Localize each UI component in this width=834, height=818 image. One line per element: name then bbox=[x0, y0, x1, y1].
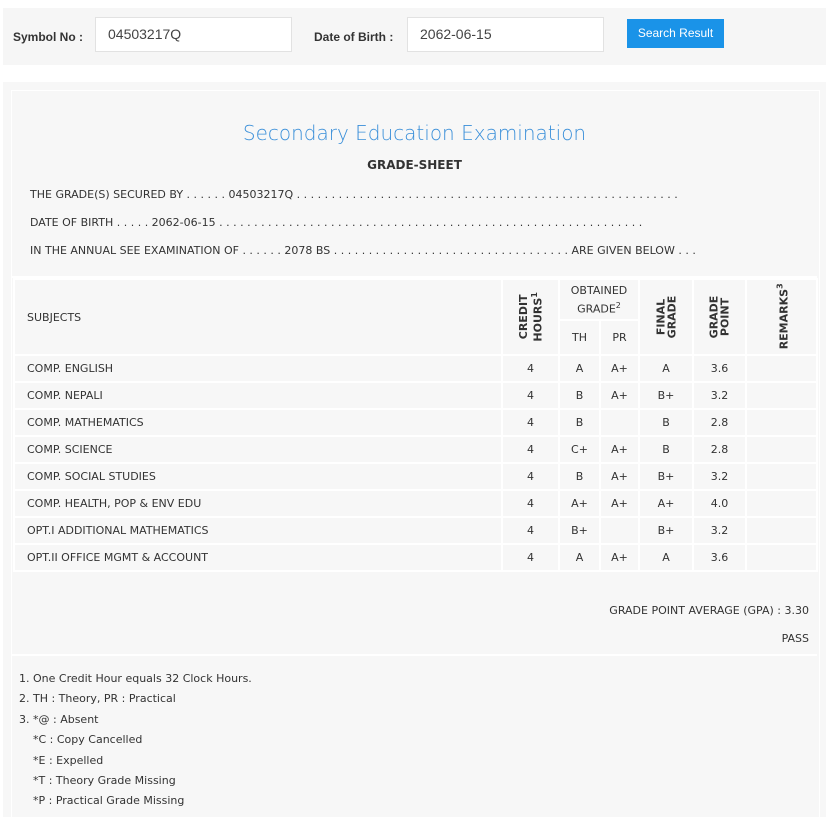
cell-remarks bbox=[745, 381, 818, 410]
footnote: *T : Theory Grade Missing bbox=[33, 774, 176, 788]
cell-gp: 3.2 bbox=[692, 381, 747, 410]
dob-line: DATE OF BIRTH . . . . . 2062-06-15 . . .… bbox=[30, 216, 643, 229]
cell-final: A bbox=[638, 543, 694, 572]
cell-pr: A+ bbox=[599, 543, 640, 572]
cell-gp: 3.6 bbox=[692, 354, 747, 383]
cell-pr: A+ bbox=[599, 489, 640, 518]
cell-subject: COMP. MATHEMATICS bbox=[13, 408, 503, 437]
table-row: COMP. SOCIAL STUDIES 4 B A+ B+ 3.2 bbox=[13, 462, 818, 491]
cell-gp: 3.2 bbox=[692, 516, 747, 545]
cell-pr bbox=[599, 408, 640, 437]
cell-credit: 4 bbox=[501, 489, 560, 518]
header-remarks: REMARKS3 bbox=[745, 278, 818, 356]
cell-th: C+ bbox=[558, 435, 601, 464]
cell-final: A+ bbox=[638, 489, 694, 518]
footnote: *C : Copy Cancelled bbox=[33, 733, 143, 747]
cell-subject: COMP. SCIENCE bbox=[13, 435, 503, 464]
cell-th: B bbox=[558, 462, 601, 491]
grades-table: SUBJECTS CREDIT HOURS1 OBTAINED GRADE2 FIN… bbox=[13, 277, 818, 572]
cell-gp: 4.0 bbox=[692, 489, 747, 518]
cell-credit: 4 bbox=[501, 354, 560, 383]
cell-credit: 4 bbox=[501, 543, 560, 572]
cell-subject: COMP. HEALTH, POP & ENV EDU bbox=[13, 489, 503, 518]
cell-final: B bbox=[638, 408, 694, 437]
exam-title: Secondary Education Examination bbox=[242, 121, 587, 145]
result-status: PASS bbox=[781, 632, 809, 645]
cell-final: B+ bbox=[638, 516, 694, 545]
cell-th: B bbox=[558, 408, 601, 437]
cell-remarks bbox=[745, 435, 818, 464]
cell-gp: 3.6 bbox=[692, 543, 747, 572]
cell-gp: 3.2 bbox=[692, 462, 747, 491]
footnote: 1. One Credit Hour equals 32 Clock Hours… bbox=[19, 672, 252, 685]
cell-credit: 4 bbox=[501, 381, 560, 410]
cell-remarks bbox=[745, 543, 818, 572]
table-row: COMP. MATHEMATICS 4 B B 2.8 bbox=[13, 408, 818, 437]
cell-final: B+ bbox=[638, 381, 694, 410]
cell-subject: COMP. ENGLISH bbox=[13, 354, 503, 383]
exam-line: IN THE ANNUAL SEE EXAMINATION OF . . . .… bbox=[30, 244, 696, 257]
header-credit-hours: CREDIT HOURS1 bbox=[501, 278, 560, 356]
table-row: COMP. NEPALI 4 B A+ B+ 3.2 bbox=[13, 381, 818, 410]
cell-subject: OPT.II OFFICE MGMT & ACCOUNT bbox=[13, 543, 503, 572]
grade-sheet-card: Secondary Education Examination GRADE-SH… bbox=[3, 82, 826, 818]
dob-input[interactable]: 2062-06-15 bbox=[407, 17, 604, 52]
cell-credit: 4 bbox=[501, 408, 560, 437]
cell-th: A bbox=[558, 354, 601, 383]
cell-gp: 2.8 bbox=[692, 435, 747, 464]
cell-final: B bbox=[638, 435, 694, 464]
footnotes: 1. One Credit Hour equals 32 Clock Hours… bbox=[19, 669, 252, 812]
cell-th: B bbox=[558, 381, 601, 410]
cell-pr: A+ bbox=[599, 381, 640, 410]
cell-subject: COMP. SOCIAL STUDIES bbox=[13, 462, 503, 491]
cell-final: A bbox=[638, 354, 694, 383]
cell-th: A bbox=[558, 543, 601, 572]
table-row: OPT.I ADDITIONAL MATHEMATICS 4 B+ B+ 3.2 bbox=[13, 516, 818, 545]
cell-th: A+ bbox=[558, 489, 601, 518]
dob-label: Date of Birth : bbox=[314, 30, 394, 44]
grade-sheet-subtitle: GRADE-SHEET bbox=[367, 158, 462, 172]
cell-subject: OPT.I ADDITIONAL MATHEMATICS bbox=[13, 516, 503, 545]
cell-remarks bbox=[745, 516, 818, 545]
cell-remarks bbox=[745, 354, 818, 383]
cell-remarks bbox=[745, 462, 818, 491]
footnote: *P : Practical Grade Missing bbox=[33, 794, 185, 808]
cell-credit: 4 bbox=[501, 462, 560, 491]
table-row: COMP. ENGLISH 4 A A+ A 3.6 bbox=[13, 354, 818, 383]
cell-pr: A+ bbox=[599, 462, 640, 491]
header-pr: PR bbox=[599, 319, 640, 356]
grade-sheet-header: Secondary Education Examination GRADE-SH… bbox=[12, 91, 817, 278]
cell-credit: 4 bbox=[501, 516, 560, 545]
footnote: 2. TH : Theory, PR : Practical bbox=[19, 692, 176, 706]
table-row: OPT.II OFFICE MGMT & ACCOUNT 4 A A+ A 3.6 bbox=[13, 543, 818, 572]
header-obtained-grade: OBTAINED GRADE2 bbox=[558, 277, 640, 322]
header-th: TH bbox=[558, 319, 601, 356]
cell-pr: A+ bbox=[599, 354, 640, 383]
cell-gp: 2.8 bbox=[692, 408, 747, 437]
search-result-button[interactable]: Search Result bbox=[627, 19, 724, 48]
cell-credit: 4 bbox=[501, 435, 560, 464]
cell-pr bbox=[599, 516, 640, 545]
table-row: COMP. SCIENCE 4 C+ A+ B 2.8 bbox=[13, 435, 818, 464]
gpa-value: GRADE POINT AVERAGE (GPA) : 3.30 bbox=[609, 604, 809, 617]
symbol-label: Symbol No : bbox=[13, 30, 84, 44]
result-summary: GRADE POINT AVERAGE (GPA) : 3.30 PASS bbox=[12, 588, 817, 656]
search-bar: Symbol No : 04503217Q Date of Birth : 20… bbox=[3, 8, 826, 65]
table-row: COMP. HEALTH, POP & ENV EDU 4 A+ A+ A+ 4.0 bbox=[13, 489, 818, 518]
secured-by-line: THE GRADE(S) SECURED BY . . . . . . 0450… bbox=[30, 188, 678, 201]
header-grade-point: GRADE POINT bbox=[692, 278, 747, 356]
footnote: *E : Expelled bbox=[33, 753, 104, 767]
cell-final: B+ bbox=[638, 462, 694, 491]
cell-remarks bbox=[745, 489, 818, 518]
footnote: 3. *@ : Absent bbox=[19, 712, 99, 726]
header-subjects: SUBJECTS bbox=[13, 278, 503, 356]
cell-remarks bbox=[745, 408, 818, 437]
cell-subject: COMP. NEPALI bbox=[13, 381, 503, 410]
cell-pr: A+ bbox=[599, 435, 640, 464]
symbol-input[interactable]: 04503217Q bbox=[95, 17, 292, 52]
cell-th: B+ bbox=[558, 516, 601, 545]
header-final-grade: FINAL GRADE bbox=[638, 278, 694, 356]
